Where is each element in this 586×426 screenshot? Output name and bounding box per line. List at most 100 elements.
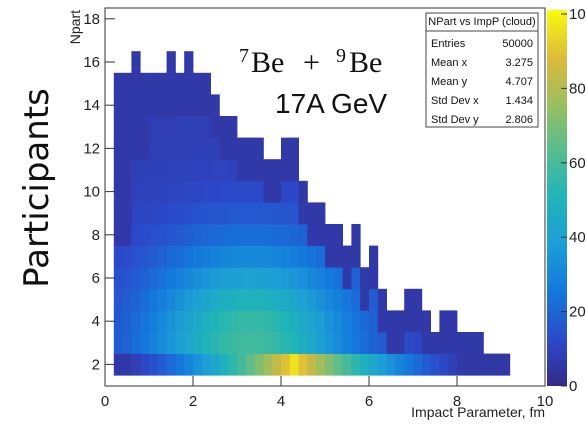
heatmap-cell	[140, 159, 150, 182]
heatmap-cell	[184, 180, 194, 203]
heatmap-cell	[193, 180, 203, 203]
heatmap-cell	[237, 245, 247, 268]
heatmap-cell	[404, 288, 414, 311]
heatmap-cell	[157, 245, 167, 268]
heatmap-cell	[175, 353, 185, 376]
heatmap-cell	[184, 353, 194, 376]
heatmap-cell	[413, 353, 423, 376]
heatmap-cell	[360, 332, 370, 354]
heatmap-cell	[307, 310, 317, 333]
heatmap-cell	[228, 224, 238, 246]
heatmap-cell	[166, 94, 176, 117]
heatmap-cell	[254, 224, 264, 246]
heatmap-cell	[131, 94, 141, 117]
y-tick-label: 4	[92, 313, 100, 330]
heatmap-cell	[237, 353, 247, 376]
heatmap-cell	[245, 137, 255, 160]
heatmap-cell	[166, 116, 176, 138]
reaction-annotation: 7 Be + 9 Be 17A GeV	[239, 45, 387, 119]
heatmap-cell	[474, 332, 484, 354]
heatmap-cell	[201, 116, 211, 138]
heatmap-cell	[263, 159, 273, 182]
heatmap-cell	[157, 159, 167, 182]
heatmap-cell	[140, 202, 150, 225]
heatmap-cell	[175, 94, 185, 117]
heatmap-cell	[140, 224, 150, 246]
heatmap-cell	[140, 245, 150, 268]
heatmap-cell	[298, 288, 308, 311]
heatmap-cell	[149, 332, 159, 354]
heatmap-cell	[219, 310, 229, 333]
heatmap-cell	[193, 267, 203, 290]
colorbar	[547, 10, 567, 386]
heatmap-cell	[351, 288, 361, 311]
heatmap-cell	[149, 288, 159, 311]
heatmap-cell	[237, 332, 247, 354]
heatmap-cell	[254, 202, 264, 225]
heatmap-cell	[131, 137, 141, 160]
heatmap-cell	[298, 332, 308, 354]
heatmap-cell	[175, 72, 185, 95]
heatmap-cell	[131, 245, 141, 268]
mass-number-2: 9	[336, 45, 346, 67]
y-tick-label: 18	[83, 11, 100, 28]
x-tick-label: 8	[453, 393, 461, 410]
stats-row-label: Mean x	[431, 57, 468, 69]
stats-row-value: 50000	[502, 38, 533, 50]
heatmap-cell	[404, 332, 414, 354]
heatmap-cell	[113, 202, 123, 225]
heatmap-cell	[263, 332, 273, 354]
heatmap-cell	[184, 245, 194, 268]
heatmap-cell	[272, 310, 282, 333]
heatmap-cell	[201, 310, 211, 333]
heatmap-cell	[157, 353, 167, 376]
heatmap-cell	[140, 94, 150, 117]
heatmap-cell	[492, 353, 502, 376]
heatmap-cell	[201, 245, 211, 268]
heatmap-cell	[175, 288, 185, 311]
heatmap-cell	[298, 245, 308, 268]
heatmap-cell	[342, 332, 352, 354]
heatmap-cell	[193, 94, 203, 117]
heatmap-cell	[113, 159, 123, 182]
heatmap-cell	[201, 72, 211, 95]
heatmap-cell	[166, 51, 176, 74]
heatmap-cell	[448, 353, 458, 376]
heatmap-cell	[342, 310, 352, 333]
heatmap-cell	[254, 180, 264, 203]
heatmap-cell	[131, 224, 141, 246]
heatmap-cell	[184, 288, 194, 311]
heatmap-cell	[298, 202, 308, 225]
heatmap-cell	[219, 332, 229, 354]
heatmap-cell	[360, 310, 370, 333]
colorbar-tick-label: 40	[569, 229, 586, 246]
heatmap-cell	[289, 245, 299, 268]
heatmap-cell	[184, 51, 194, 74]
heatmap-cell	[210, 116, 220, 138]
heatmap-cell	[272, 332, 282, 354]
stats-row-value: 1.434	[505, 95, 533, 107]
heatmap-cell	[237, 202, 247, 225]
heatmap-cell	[131, 332, 141, 354]
heatmap-cell	[210, 159, 220, 182]
heatmap-cell	[342, 245, 352, 268]
heatmap-cell	[342, 267, 352, 290]
x-tick-label: 6	[365, 393, 373, 410]
heatmap-cell	[272, 245, 282, 268]
heatmap-cell	[325, 288, 335, 311]
heatmap-cell	[237, 180, 247, 203]
heatmap-cell	[377, 353, 387, 376]
heatmap-cell	[184, 94, 194, 117]
heatmap-cell	[193, 159, 203, 182]
x-axis: 0 2 4 6 8 10	[101, 376, 553, 410]
heatmap-cell	[351, 224, 361, 246]
heatmap-cell	[377, 310, 387, 333]
heatmap-cell	[122, 72, 132, 95]
y-axis: 2 4 6 8 10 12 14 16 18	[83, 11, 115, 373]
x-tick-label: 0	[101, 393, 109, 410]
heatmap-cell	[465, 353, 475, 376]
heatmap-cell	[228, 116, 238, 138]
heatmap-cell	[157, 116, 167, 138]
heatmap-cell	[149, 202, 159, 225]
heatmap-cell	[122, 288, 132, 311]
